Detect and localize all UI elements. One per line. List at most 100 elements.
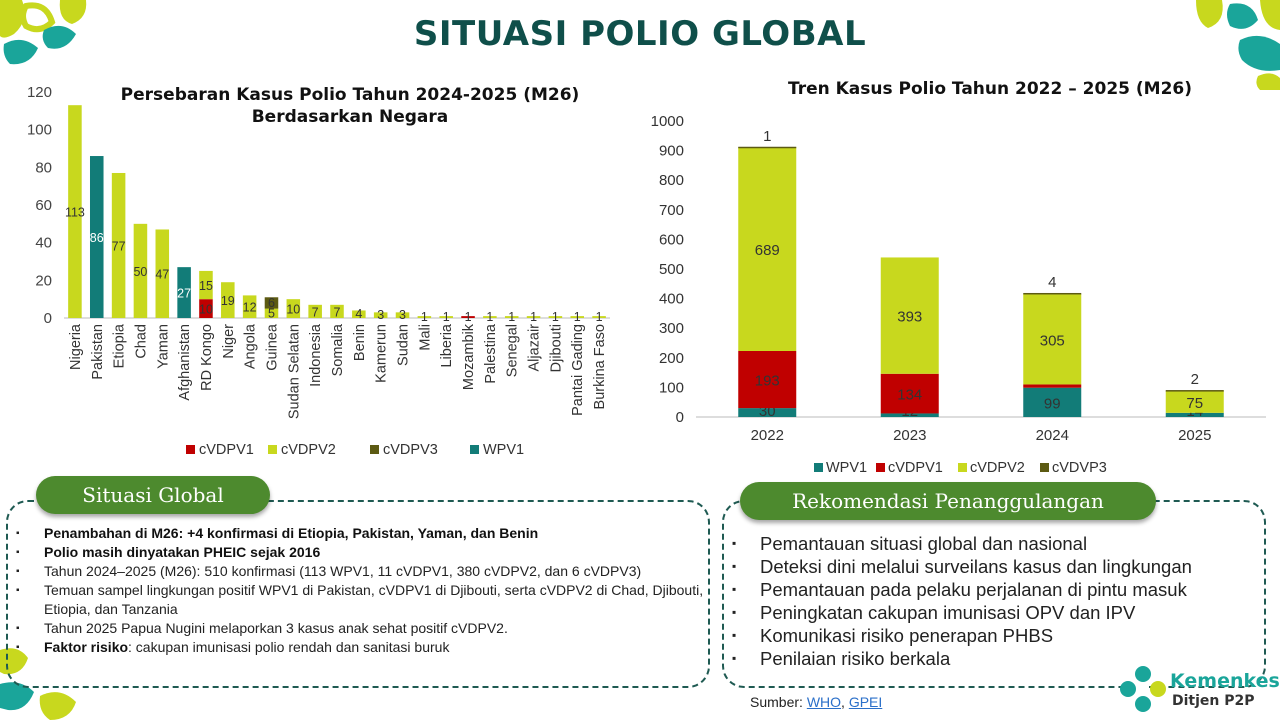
bar-cVDPV2 xyxy=(133,223,148,318)
legend-label: cVDPV2 xyxy=(281,442,336,458)
corner-decoration-top-right xyxy=(1196,0,1280,90)
data-label: 12 xyxy=(243,301,257,315)
bar-cVDPV2 xyxy=(373,312,388,318)
legend-swatch xyxy=(186,445,195,454)
x-tick-label: Sudan xyxy=(396,324,412,366)
data-label: 86 xyxy=(90,231,104,245)
bar-cVDVP3 xyxy=(1023,292,1082,295)
corner-decoration-top-left xyxy=(0,0,87,65)
y-tick-label: 0 xyxy=(676,409,684,426)
data-label: 7 xyxy=(312,305,319,319)
x-tick-label: Pantai Gading xyxy=(570,324,586,416)
y-tick-label: 900 xyxy=(659,143,684,160)
logo-sub: Ditjen P2P xyxy=(1172,693,1255,709)
data-label: 1 xyxy=(574,310,581,324)
bullet: ▪ xyxy=(732,582,737,596)
x-tick-label: Indonesia xyxy=(308,323,324,387)
data-label: 50 xyxy=(133,265,147,279)
rekomendasi-list: ▪ Pemantauan situasi global dan nasional … xyxy=(724,532,1264,670)
bar-cVDPV1 xyxy=(1023,384,1082,388)
source-link-who[interactable]: WHO xyxy=(806,694,842,710)
bullet: ▪ xyxy=(16,547,20,558)
y-tick-label: 200 xyxy=(659,350,684,367)
chart-title-country-line1: Persebaran Kasus Polio Tahun 2024-2025 (… xyxy=(120,85,580,105)
rekomendasi-item-text: Penilaian risiko berkala xyxy=(760,648,951,669)
list-item: ▪ Peningkatan cakupan imunisasi OPV dan I… xyxy=(724,601,1264,624)
data-label: 27 xyxy=(177,287,191,301)
bar-cVDPV2 xyxy=(1165,390,1224,413)
x-tick-label: 2024 xyxy=(1036,427,1069,444)
situasi-item-text: Tahun 2024–2025 (M26): 510 konfirmasi (1… xyxy=(44,563,642,579)
y-tick-label: 0 xyxy=(44,310,52,327)
list-item: ▪ Komunikasi risiko penerapan PHBS xyxy=(724,624,1264,647)
data-label: 305 xyxy=(1040,332,1065,349)
y-tick-label: 300 xyxy=(659,320,684,337)
bullet: ▪ xyxy=(16,528,20,539)
data-label: 113 xyxy=(65,206,85,220)
x-tick-label: Afghanistan xyxy=(177,324,193,401)
legend-swatch xyxy=(814,463,823,472)
rekomendasi-label: Rekomendasi Penanggulangan xyxy=(740,482,1156,520)
x-tick-label: Kamerun xyxy=(374,324,390,383)
data-label: 7 xyxy=(334,305,341,319)
bar-cVDPV1 xyxy=(199,299,213,318)
list-item: ▪ Penambahan di M26: +4 konfirmasi di Eti… xyxy=(12,524,712,543)
list-item: ▪ Pemantauan pada pelaku perjalanan di pi… xyxy=(724,578,1264,601)
bar-cVDPV2 xyxy=(880,257,939,374)
data-label: 2 xyxy=(1191,371,1199,388)
bar-cVDVP3 xyxy=(1165,390,1224,392)
legend-label: cVDPV3 xyxy=(383,442,438,458)
legend-label: cVDPV2 xyxy=(970,460,1025,476)
bar-cVDPV2 xyxy=(417,316,432,318)
legend-swatch xyxy=(1040,463,1049,472)
situasi-item-text: Penambahan di M26: +4 konfirmasi di Etio… xyxy=(44,525,539,541)
bar-WPV1 xyxy=(89,156,104,318)
x-tick-label: Guinea xyxy=(264,323,280,371)
bar-WPV1 xyxy=(880,413,939,417)
bar-cVDPV2 xyxy=(155,229,170,318)
bar-cVDPV2 xyxy=(483,316,497,318)
list-item: ▪ Deteksi dini melalui surveilans kasus d… xyxy=(724,555,1264,578)
bar-cVDPV2 xyxy=(68,105,82,318)
source-link-gpei[interactable]: GPEI xyxy=(848,694,883,710)
bar-cVDPV2 xyxy=(526,316,541,318)
data-label: 75 xyxy=(1186,395,1203,412)
chart-title-trend: Tren Kasus Polio Tahun 2022 – 2025 (M26) xyxy=(787,79,1193,99)
list-item: ▪ Pemantauan situasi global dan nasional xyxy=(724,532,1264,555)
bar-cVDPV2 xyxy=(1023,294,1082,385)
data-label: 393 xyxy=(897,309,922,326)
list-item: ▪ Faktor risiko: cakupan imunisasi polio … xyxy=(12,638,712,657)
legend-label: cVDVP3 xyxy=(1052,460,1107,476)
bar-cVDPV2 xyxy=(352,310,366,318)
rekomendasi-item-text: Pemantauan pada pelaku perjalanan di pin… xyxy=(760,579,1187,600)
legend-label: cVDPV1 xyxy=(888,460,943,476)
risk-factor-text: : cakupan imunisasi polio rendah dan san… xyxy=(128,639,450,655)
list-item: ▪ Tahun 2025 Papua Nugini melaporkan 3 ka… xyxy=(12,619,712,638)
legend-swatch xyxy=(958,463,967,472)
data-label: 134 xyxy=(897,387,922,404)
y-tick-label: 400 xyxy=(659,291,684,308)
data-label: 4 xyxy=(1048,274,1056,291)
data-label: 15 xyxy=(199,279,213,293)
bar-cVDPV2 xyxy=(221,282,235,318)
bullet: ▪ xyxy=(732,536,737,550)
page-title: SITUASI POLIO GLOBAL xyxy=(413,14,867,54)
data-label: 47 xyxy=(155,268,169,282)
rekomendasi-item-text: Peningkatan cakupan imunisasi OPV dan IP… xyxy=(760,602,1136,623)
x-tick-label: RD Kongo xyxy=(199,324,215,391)
data-label: 19 xyxy=(221,294,235,308)
data-label: 1 xyxy=(508,310,515,324)
legend-swatch xyxy=(876,463,885,472)
bar-cVDPV1 xyxy=(738,350,797,409)
situasi-global-label: Situasi Global xyxy=(36,476,270,514)
bar-cVDPV2 xyxy=(199,270,213,300)
bar-cVDPV2 xyxy=(286,299,301,318)
x-tick-label: Aljazair xyxy=(527,324,543,372)
bar-cVDPV2 xyxy=(330,304,344,318)
source-separator: , xyxy=(841,694,849,710)
bullet: ▪ xyxy=(732,605,737,619)
data-label: 99 xyxy=(1044,395,1061,412)
y-tick-label: 600 xyxy=(659,231,684,248)
logo-text: Kemenkes Ditjen P2P xyxy=(1170,670,1280,710)
x-tick-label: Senegal xyxy=(505,324,521,377)
